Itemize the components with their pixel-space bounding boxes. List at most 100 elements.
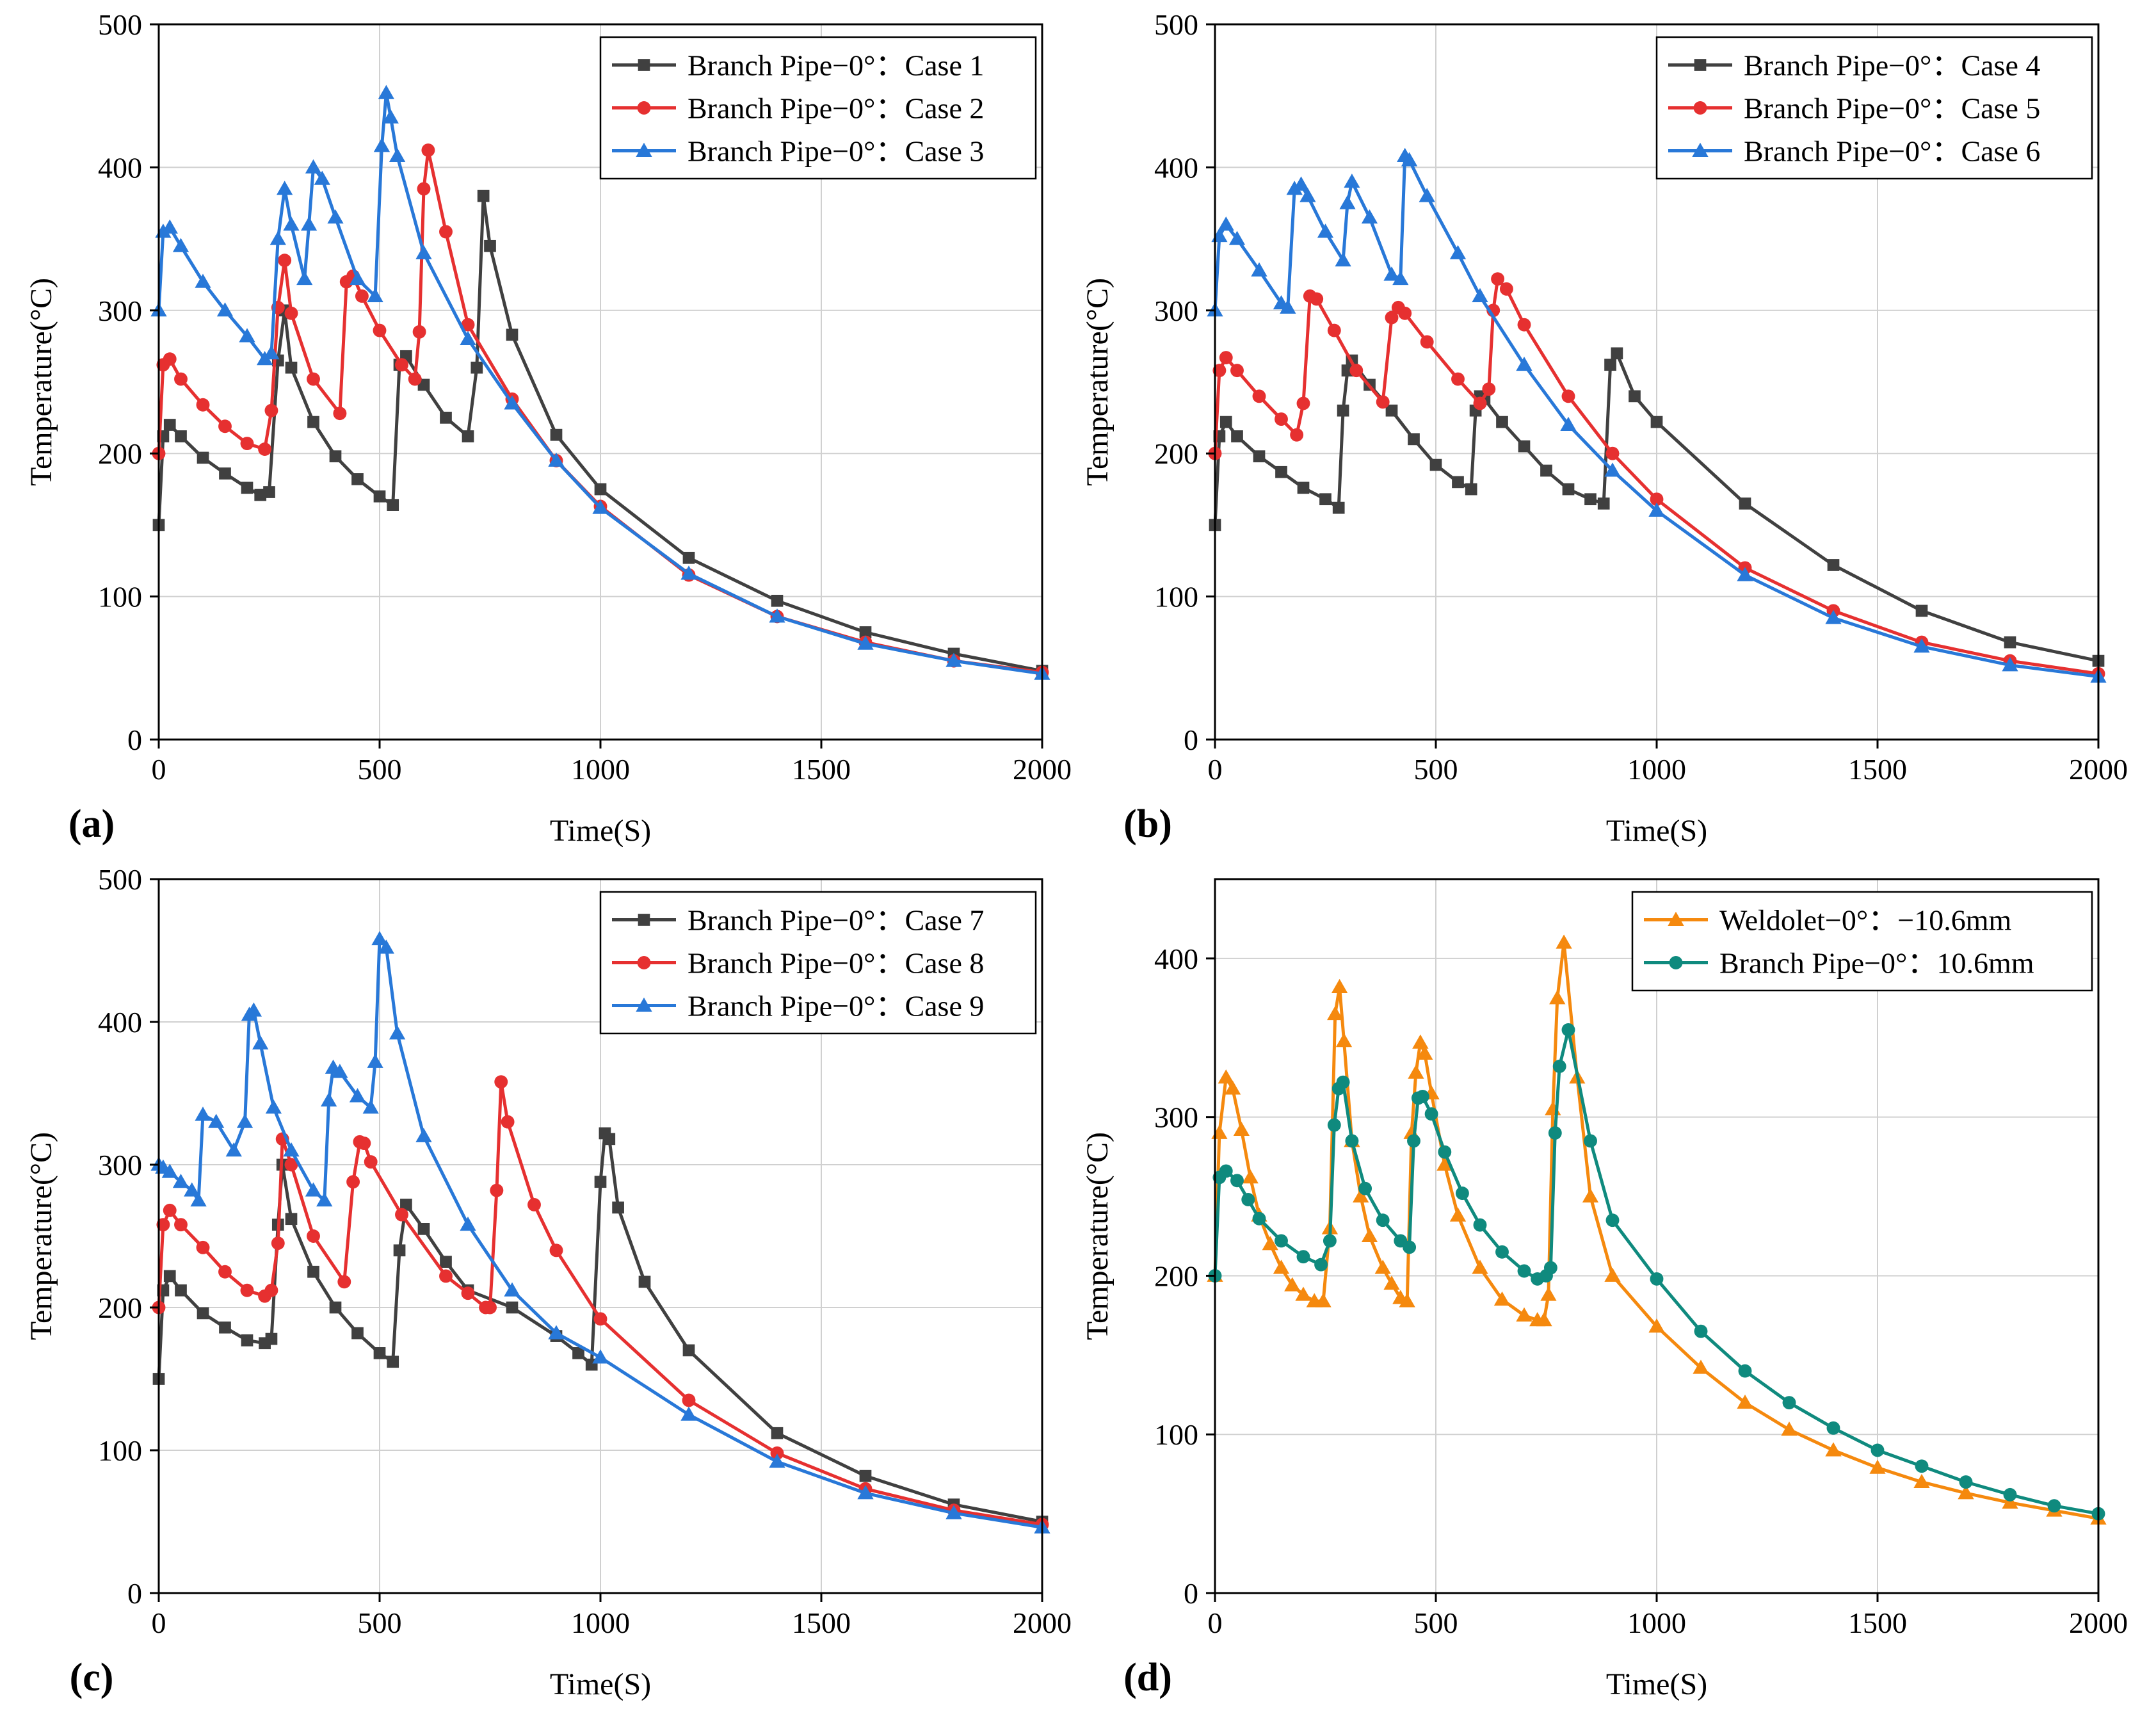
data-point <box>351 473 364 485</box>
data-point <box>1472 287 1488 302</box>
data-point <box>594 483 607 496</box>
data-point <box>1327 1118 1341 1132</box>
y-axis-title: Temperature(°C) <box>24 1132 58 1340</box>
data-point <box>1219 351 1233 364</box>
data-point <box>682 1344 695 1357</box>
data-point <box>1230 364 1244 378</box>
data-point <box>1219 1164 1233 1178</box>
data-point <box>172 238 189 252</box>
data-point <box>1451 372 1465 386</box>
data-point <box>1604 462 1621 477</box>
y-tick-label: 400 <box>98 151 142 184</box>
data-point <box>300 216 318 231</box>
data-point <box>1516 1307 1533 1322</box>
data-point <box>857 635 874 650</box>
x-tick-label: 500 <box>358 753 402 786</box>
data-point <box>1516 357 1533 371</box>
data-point <box>333 407 347 421</box>
data-point <box>1211 1124 1228 1139</box>
x-tick-label: 1500 <box>792 1607 851 1639</box>
data-point <box>1465 483 1477 496</box>
data-point <box>393 1244 406 1257</box>
panel-c: 0 500 1000 1500 2000 0 100 200 300 400 500 Time(S) T… <box>24 863 1072 1701</box>
data-point <box>1629 390 1641 403</box>
data-point <box>1424 1107 1438 1121</box>
data-point <box>172 1174 189 1188</box>
legend-swatch-marker <box>1692 142 1709 157</box>
legend: Branch Pipe−0°：Case 4 Branch Pipe−0°：Case… <box>1655 36 2093 180</box>
x-tick-label: 1000 <box>571 753 630 786</box>
data-point <box>1218 1069 1234 1084</box>
legend-swatch-marker <box>1669 956 1683 969</box>
legend-item-3: Branch Pipe−0°：Case 3 <box>612 135 984 168</box>
data-point <box>1251 262 1267 277</box>
data-point <box>1560 416 1577 432</box>
y-tick-label: 200 <box>1154 1259 1198 1292</box>
data-point <box>373 1347 386 1359</box>
x-tick-label: 0 <box>1208 753 1223 786</box>
data-point <box>357 1137 371 1151</box>
legend-label: Branch Pipe−0°：Case 8 <box>688 947 984 980</box>
legend-label: Branch Pipe−0°：10.6mm <box>1719 947 2034 980</box>
data-point <box>1241 1193 1255 1206</box>
data-point <box>1549 990 1566 1005</box>
y-axis-title: Temperature(°C) <box>24 278 58 486</box>
data-point <box>1472 1259 1488 1274</box>
data-point <box>769 608 785 623</box>
data-point <box>1827 559 1840 571</box>
x-axis-title: Time(S) <box>550 1667 651 1701</box>
data-point <box>283 216 300 231</box>
data-point <box>378 85 394 99</box>
data-point <box>1332 501 1345 514</box>
data-point <box>284 1158 298 1172</box>
data-point <box>1262 1236 1278 1251</box>
data-point <box>195 273 211 288</box>
data-point <box>1299 188 1316 202</box>
legend-swatch-marker <box>1693 101 1707 115</box>
data-point <box>1383 1275 1400 1290</box>
data-point <box>1825 610 1842 624</box>
data-point <box>285 361 298 374</box>
data-point <box>184 1182 200 1197</box>
data-point <box>415 1128 432 1142</box>
series-1 <box>152 190 1049 677</box>
y-tick-label: 300 <box>98 295 142 327</box>
data-point <box>1419 188 1435 202</box>
data-point <box>638 1275 651 1288</box>
y-tick-label: 100 <box>1154 1418 1198 1451</box>
data-point <box>2002 657 2018 672</box>
y-tick-label: 0 <box>1184 724 1198 756</box>
data-point <box>501 1115 515 1129</box>
data-point <box>1335 252 1351 267</box>
data-point <box>1228 231 1246 245</box>
data-point <box>1399 1293 1415 1307</box>
data-point <box>421 143 435 158</box>
data-point <box>240 1283 254 1297</box>
data-point <box>236 1113 253 1128</box>
data-point <box>483 1300 497 1315</box>
panel-label: (d) <box>1123 1656 1172 1699</box>
x-tick-label: 2000 <box>1013 753 1072 786</box>
data-point <box>462 430 474 442</box>
series-3 <box>1207 147 2107 683</box>
data-point <box>271 1236 285 1251</box>
data-point <box>1361 1227 1378 1242</box>
legend-item-2: Branch Pipe−0°：Case 5 <box>1668 92 2040 125</box>
data-point <box>1739 498 1751 510</box>
legend-swatch-marker <box>637 101 651 115</box>
data-point <box>471 361 483 374</box>
x-tick-label: 0 <box>152 753 166 786</box>
x-tick-label: 500 <box>1414 1607 1458 1639</box>
data-point <box>196 1240 210 1254</box>
data-point <box>1517 318 1531 332</box>
data-point <box>548 452 565 467</box>
data-point <box>1959 1475 1973 1489</box>
data-point <box>307 416 319 428</box>
y-tick-label: 500 <box>98 8 142 41</box>
data-point <box>1556 934 1572 949</box>
data-point <box>161 219 178 234</box>
data-point <box>682 551 695 564</box>
data-point <box>1358 1181 1372 1195</box>
legend-item-3: Branch Pipe−0°：Case 9 <box>612 990 984 1023</box>
y-tick-label: 300 <box>1154 295 1198 327</box>
